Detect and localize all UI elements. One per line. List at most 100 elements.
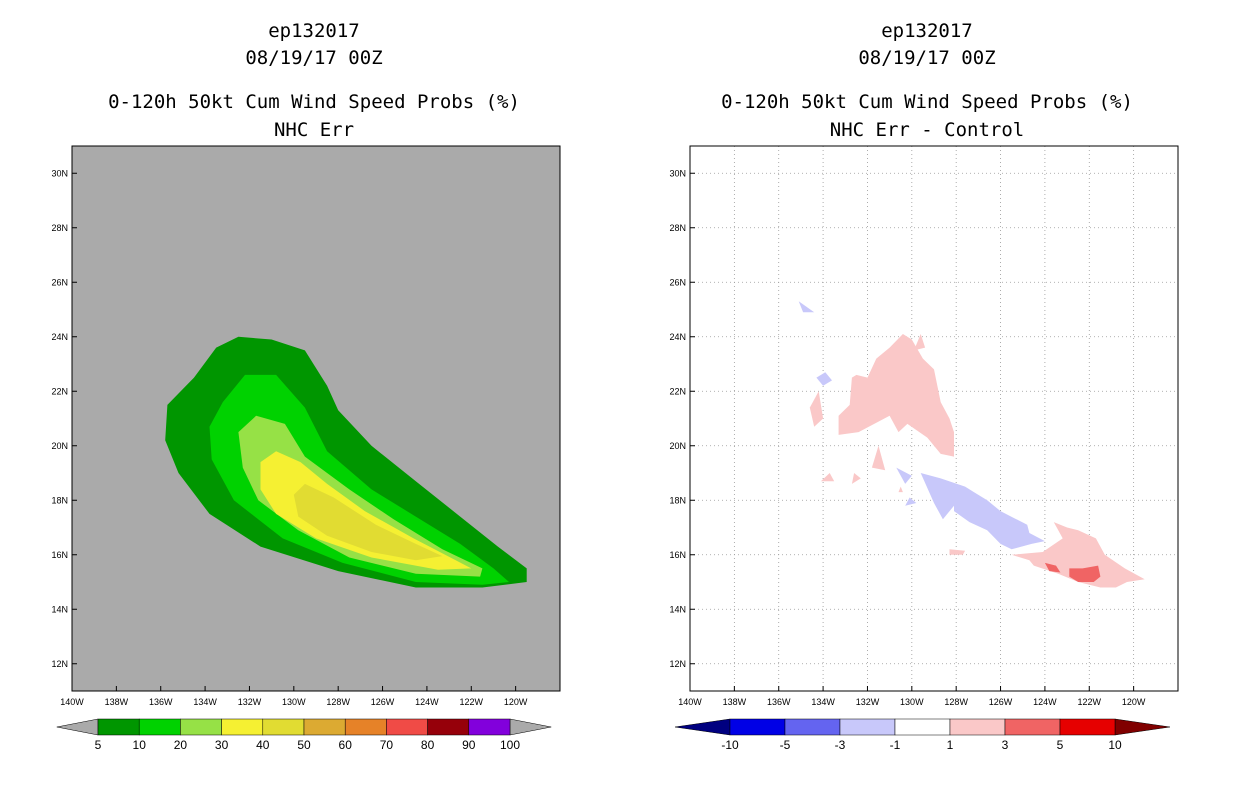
left-colorbar-swatch	[97, 718, 140, 736]
right-x-tick-label: 136W	[767, 697, 791, 707]
left-y-tick-label: 28N	[51, 223, 68, 233]
right-title-product: 0-120h 50kt Cum Wind Speed Probs (%)	[721, 91, 1133, 113]
right-y-tick-label: 16N	[669, 550, 686, 560]
left-x-tick-label: 138W	[105, 697, 129, 707]
right-title-subtitle: NHC Err - Control	[829, 119, 1025, 141]
left-title-subtitle: NHC Err	[273, 119, 355, 141]
left-colorbar-label: 40	[256, 738, 270, 752]
left-colorbar-label: 70	[380, 738, 394, 752]
left-y-tick-label: 18N	[51, 495, 68, 505]
right-x-tick-label: 126W	[989, 697, 1013, 707]
left-colorbar-label: 30	[215, 738, 229, 752]
right-y-tick-label: 24N	[669, 332, 686, 342]
right-colorbar-swatch	[839, 718, 896, 736]
left-contour-region	[260, 451, 472, 570]
right-colorbar-low-end	[674, 718, 731, 736]
left-title-storm: ep132017	[268, 20, 360, 42]
right-x-tick-label: 138W	[723, 697, 747, 707]
left-y-tick-label: 22N	[51, 386, 68, 396]
right-colorbar: -10 -5 -3 -1 1 3 5 10	[674, 718, 1171, 752]
right-plot-frame	[689, 145, 1179, 692]
left-x-tick-label: 126W	[371, 697, 395, 707]
right-colorbar-high-end	[1114, 718, 1171, 736]
right-title-date: 08/19/17 00Z	[858, 47, 996, 69]
left-colorbar-swatch	[468, 718, 511, 736]
left-colorbar-swatch	[180, 718, 222, 736]
right-contour-region	[820, 473, 835, 482]
right-colorbar-label: -5	[780, 738, 791, 752]
right-x-tick-label: 122W	[1078, 697, 1102, 707]
right-contour-region	[1044, 562, 1061, 573]
left-chart: 140W 138W 136W 134W 132W 130W 128W 126W 124W 122W…	[51, 145, 561, 707]
right-colorbar-label: -1	[890, 738, 901, 752]
right-title-storm: ep132017	[881, 20, 973, 42]
right-x-tick-label: 120W	[1122, 697, 1146, 707]
right-y-tick-label: 30N	[669, 168, 686, 178]
left-colorbar-swatch	[344, 718, 387, 736]
left-x-tick-label: 128W	[326, 697, 350, 707]
right-colorbar-swatch	[949, 718, 1006, 736]
left-title-date: 08/19/17 00Z	[245, 47, 383, 69]
left-contour-region	[293, 483, 443, 561]
left-y-tick-label: 16N	[51, 550, 68, 560]
right-y-tick-label: 26N	[669, 277, 686, 287]
right-x-tick-label: 128W	[944, 697, 968, 707]
right-contour-region	[838, 334, 954, 457]
left-colorbar-label: 5	[95, 738, 102, 752]
left-colorbar-swatch	[427, 718, 470, 736]
right-colorbar-label: -10	[721, 738, 739, 752]
right-colorbar-label: 3	[1002, 738, 1009, 752]
right-contour-region	[809, 391, 824, 427]
right-y-tick-label: 22N	[669, 386, 686, 396]
right-chart: 140W 138W 136W 134W 132W 130W 128W 126W 124W 122W…	[669, 145, 1179, 707]
left-contour-region	[238, 415, 483, 577]
left-colorbar-label: 50	[297, 738, 311, 752]
right-contour-region	[798, 301, 815, 313]
left-y-tick-label: 30N	[51, 168, 68, 178]
left-colorbar-label: 100	[500, 738, 520, 752]
right-contour-region	[949, 549, 966, 555]
left-y-tick-label: 26N	[51, 277, 68, 287]
left-y-tick-label: 14N	[51, 604, 68, 614]
right-y-tick-label: 12N	[669, 659, 686, 669]
right-contour-region	[905, 497, 917, 506]
right-contour-region	[851, 473, 861, 484]
left-colorbar-swatch	[138, 718, 181, 736]
right-contour-region	[920, 473, 1045, 550]
left-y-tick-label: 24N	[51, 332, 68, 342]
left-colorbar-label: 80	[421, 738, 435, 752]
right-colorbar-swatch	[784, 718, 841, 736]
left-plot-frame	[71, 145, 561, 692]
left-x-tick-label: 124W	[415, 697, 439, 707]
right-x-tick-label: 140W	[678, 697, 702, 707]
left-x-tick-label: 134W	[193, 697, 217, 707]
left-y-tick-label: 12N	[51, 659, 68, 669]
left-x-tick-label: 140W	[60, 697, 84, 707]
right-x-tick-label: 134W	[811, 697, 835, 707]
right-contour-region	[896, 467, 912, 484]
right-colorbar-label: 5	[1057, 738, 1064, 752]
left-x-tick-label: 122W	[460, 697, 484, 707]
right-contour-region	[1011, 522, 1145, 588]
right-colorbar-swatch	[1004, 718, 1061, 736]
right-contour-region	[1069, 565, 1101, 582]
right-y-tick-label: 14N	[669, 604, 686, 614]
left-colorbar-swatch	[303, 718, 346, 736]
left-x-tick-label: 132W	[238, 697, 262, 707]
right-colorbar-label: 1	[947, 738, 954, 752]
left-colorbar-label: 90	[462, 738, 476, 752]
left-title-product: 0-120h 50kt Cum Wind Speed Probs (%)	[108, 91, 520, 113]
left-x-tick-label: 136W	[149, 697, 173, 707]
right-colorbar-swatch	[1059, 718, 1116, 736]
right-y-tick-label: 20N	[669, 441, 686, 451]
left-colorbar-high-end	[509, 718, 552, 736]
right-y-tick-label: 28N	[669, 223, 686, 233]
right-contour-region	[871, 445, 886, 471]
right-y-tick-label: 18N	[669, 495, 686, 505]
left-y-tick-label: 20N	[51, 441, 68, 451]
left-colorbar-label: 10	[133, 738, 147, 752]
right-contour-region	[816, 372, 832, 386]
left-colorbar-low-end	[56, 718, 99, 736]
right-x-tick-label: 124W	[1033, 697, 1057, 707]
